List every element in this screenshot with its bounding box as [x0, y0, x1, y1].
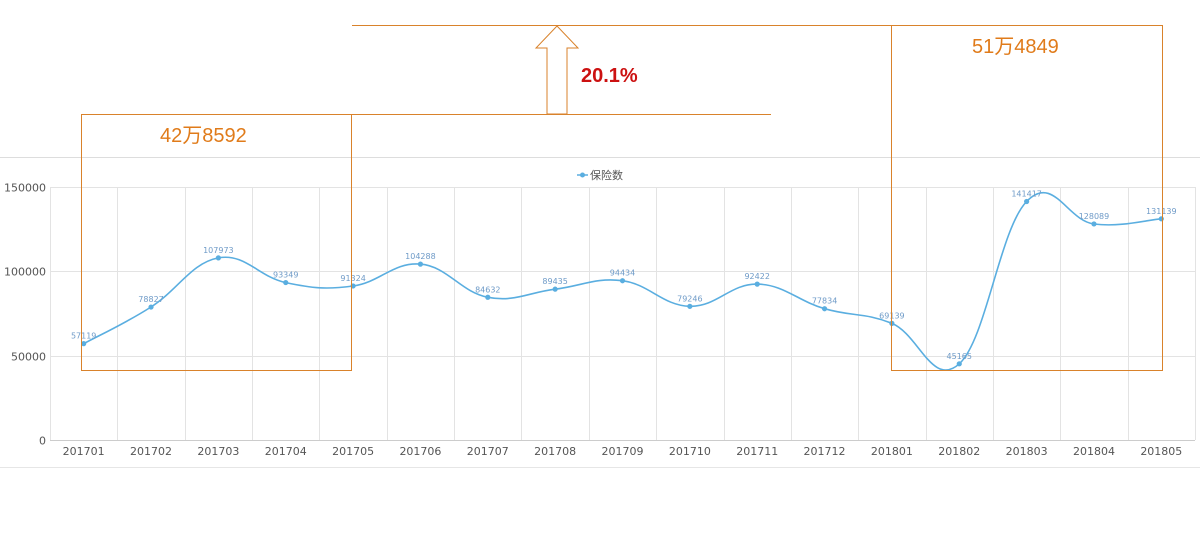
x-tick-label: 201701	[63, 445, 105, 458]
legend[interactable]: 保险数	[577, 168, 623, 182]
y-tick-label: 150000	[4, 182, 46, 195]
x-tick-label: 201712	[804, 445, 846, 458]
data-point[interactable]	[1024, 198, 1030, 205]
left-box-total: 42万8592	[160, 125, 247, 147]
data-label: 107973	[203, 246, 234, 255]
legend-point-marker	[580, 172, 585, 178]
data-label: 131139	[1146, 207, 1177, 216]
data-label: 89435	[542, 277, 567, 286]
data-point[interactable]	[754, 281, 760, 287]
x-tick-label: 201702	[130, 445, 172, 458]
data-point[interactable]	[687, 303, 693, 309]
data-label: 91324	[340, 274, 365, 283]
x-tick-label: 201706	[399, 445, 441, 458]
data-label: 128089	[1079, 212, 1110, 221]
data-point[interactable]	[215, 255, 221, 261]
y-tick-label: 50000	[11, 351, 46, 364]
x-tick-label: 201709	[602, 445, 644, 458]
x-tick-label: 201801	[871, 445, 913, 458]
x-tick-label: 201704	[265, 445, 307, 458]
data-point[interactable]	[1158, 216, 1164, 222]
right-period-box	[891, 25, 1163, 371]
data-point[interactable]	[1091, 221, 1097, 227]
y-tick-label: 0	[39, 435, 46, 448]
x-tick-label: 201710	[669, 445, 711, 458]
data-point[interactable]	[485, 294, 491, 300]
data-label: 79246	[677, 294, 702, 303]
data-point[interactable]	[417, 261, 424, 267]
data-point[interactable]	[148, 304, 154, 310]
x-tick-label: 201708	[534, 445, 576, 458]
data-label: 57119	[71, 332, 96, 341]
axes: 0 50000 100000 150000 201701 201702 201703 2017…	[4, 182, 1182, 459]
legend-series-name: 保险数	[590, 168, 623, 182]
data-label: 104288	[405, 252, 436, 261]
x-tick-label: 201805	[1140, 445, 1182, 458]
series-保险数	[81, 192, 1164, 371]
x-tick-label: 201711	[736, 445, 778, 458]
data-point[interactable]	[619, 278, 626, 284]
data-label: 93349	[273, 271, 298, 280]
data-point[interactable]	[283, 279, 289, 286]
data-label: 84632	[475, 285, 500, 294]
data-point[interactable]	[821, 306, 828, 312]
data-label: 92422	[744, 272, 769, 281]
data-label: 78827	[138, 295, 163, 304]
y-tick-label: 100000	[4, 266, 46, 279]
x-tick-label: 201707	[467, 445, 509, 458]
x-tick-label: 201804	[1073, 445, 1115, 458]
x-tick-label: 201705	[332, 445, 374, 458]
x-tick-label: 201802	[938, 445, 980, 458]
growth-percentage: 20.1%	[581, 65, 638, 87]
up-arrow-icon	[534, 25, 580, 115]
data-label: 94434	[610, 269, 635, 278]
data-label: 45165	[947, 352, 972, 361]
series-line	[83, 192, 1162, 371]
data-label: 77834	[812, 297, 837, 306]
data-point[interactable]	[956, 361, 962, 367]
data-labels: 57119 78827 107973 93349 91324 104288 84632 894…	[71, 189, 1177, 360]
left-period-box	[81, 114, 352, 371]
data-point[interactable]	[552, 286, 558, 292]
annotation-layer: 42万8592 51万4849 20.1%	[81, 25, 1163, 371]
x-tick-label: 201703	[197, 445, 239, 458]
data-point[interactable]	[81, 341, 87, 347]
right-box-total: 51万4849	[972, 36, 1059, 58]
grid	[50, 187, 1196, 441]
x-tick-label: 201803	[1006, 445, 1048, 458]
data-label: 141417	[1011, 189, 1042, 198]
